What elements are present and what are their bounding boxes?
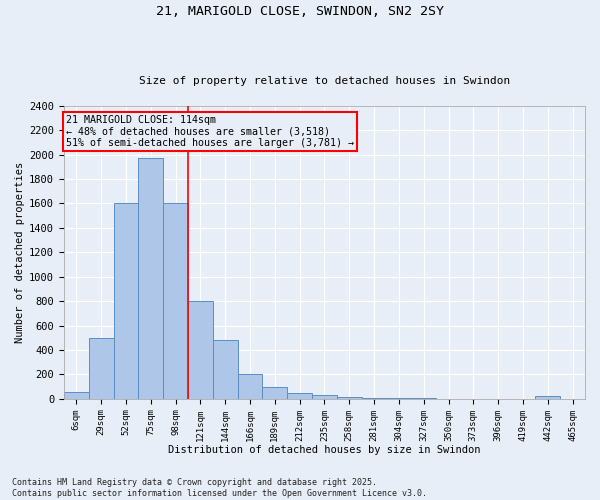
Bar bbox=[337, 396, 362, 399]
Bar bbox=[89, 338, 113, 399]
X-axis label: Distribution of detached houses by size in Swindon: Distribution of detached houses by size … bbox=[168, 445, 481, 455]
Bar bbox=[386, 398, 411, 399]
Bar bbox=[213, 340, 238, 399]
Bar bbox=[535, 396, 560, 399]
Text: Contains HM Land Registry data © Crown copyright and database right 2025.
Contai: Contains HM Land Registry data © Crown c… bbox=[12, 478, 427, 498]
Bar bbox=[262, 388, 287, 399]
Text: 21, MARIGOLD CLOSE, SWINDON, SN2 2SY: 21, MARIGOLD CLOSE, SWINDON, SN2 2SY bbox=[156, 5, 444, 18]
Bar bbox=[163, 204, 188, 399]
Y-axis label: Number of detached properties: Number of detached properties bbox=[15, 162, 25, 343]
Bar bbox=[188, 301, 213, 399]
Bar bbox=[64, 392, 89, 399]
Bar bbox=[287, 394, 312, 399]
Title: Size of property relative to detached houses in Swindon: Size of property relative to detached ho… bbox=[139, 76, 510, 86]
Bar bbox=[238, 374, 262, 399]
Text: 21 MARIGOLD CLOSE: 114sqm
← 48% of detached houses are smaller (3,518)
51% of se: 21 MARIGOLD CLOSE: 114sqm ← 48% of detac… bbox=[67, 114, 355, 148]
Bar bbox=[139, 158, 163, 399]
Bar bbox=[362, 398, 386, 399]
Bar bbox=[312, 395, 337, 399]
Bar bbox=[113, 204, 139, 399]
Bar bbox=[411, 398, 436, 399]
